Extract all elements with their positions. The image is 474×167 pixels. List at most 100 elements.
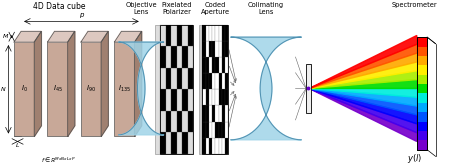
Polygon shape	[101, 31, 108, 136]
Bar	[176, 111, 182, 132]
Bar	[225, 41, 228, 57]
Bar	[47, 42, 68, 136]
Bar	[202, 57, 206, 73]
Bar	[165, 89, 171, 111]
Bar	[215, 138, 219, 154]
Bar	[160, 25, 193, 154]
Polygon shape	[14, 31, 41, 42]
Bar	[202, 25, 206, 41]
Bar	[212, 57, 215, 73]
Bar	[225, 138, 228, 154]
Bar	[199, 25, 226, 154]
Text: I$_{90}$: I$_{90}$	[86, 84, 96, 94]
Bar	[215, 105, 219, 122]
Bar	[209, 105, 212, 122]
Bar	[160, 132, 165, 154]
Bar	[182, 132, 188, 154]
Bar	[202, 73, 206, 89]
Bar	[219, 138, 222, 154]
Polygon shape	[311, 89, 417, 115]
Bar	[209, 57, 212, 73]
Bar	[176, 46, 182, 68]
Bar	[417, 140, 427, 150]
Polygon shape	[47, 31, 75, 42]
Polygon shape	[68, 31, 75, 136]
Bar	[209, 41, 212, 57]
Bar	[219, 41, 222, 57]
Text: $f \in \mathbb{R}^{MxNxLxP}$: $f \in \mathbb{R}^{MxNxLxP}$	[42, 155, 76, 165]
Bar	[188, 68, 193, 89]
Bar	[219, 25, 222, 41]
Polygon shape	[34, 31, 41, 136]
Bar	[206, 89, 209, 105]
Bar	[417, 37, 427, 47]
Text: p: p	[79, 12, 83, 18]
Text: 4D Data cube: 4D Data cube	[33, 2, 85, 11]
Bar	[155, 25, 189, 154]
Bar	[306, 64, 311, 113]
Bar	[206, 105, 209, 122]
Bar	[222, 89, 225, 105]
Bar	[182, 25, 188, 46]
Bar	[188, 132, 193, 154]
Polygon shape	[311, 71, 417, 88]
Text: Objective
Lens: Objective Lens	[126, 2, 157, 15]
Bar	[165, 111, 171, 132]
Bar	[417, 122, 427, 131]
Text: I$_0$: I$_0$	[21, 84, 27, 94]
Bar	[81, 42, 101, 136]
Bar	[206, 57, 209, 73]
Text: N: N	[1, 87, 6, 92]
Bar	[417, 84, 427, 94]
Bar	[171, 111, 176, 132]
Bar	[206, 122, 209, 138]
Bar	[225, 57, 228, 73]
Text: I$_{135}$: I$_{135}$	[118, 84, 131, 94]
Bar	[209, 89, 212, 105]
Bar	[188, 25, 193, 46]
Bar	[165, 132, 171, 154]
Bar	[212, 122, 215, 138]
Bar	[202, 138, 206, 154]
Bar	[176, 25, 182, 46]
Bar	[215, 25, 219, 41]
Bar	[225, 73, 228, 89]
Bar	[182, 46, 188, 68]
Bar	[212, 73, 215, 89]
Polygon shape	[311, 89, 417, 106]
Bar	[222, 57, 225, 73]
Bar	[171, 46, 176, 68]
Polygon shape	[81, 31, 108, 42]
Bar	[417, 37, 427, 150]
Bar	[225, 25, 228, 41]
Polygon shape	[311, 89, 417, 133]
Text: Spectrometer: Spectrometer	[392, 2, 437, 8]
Polygon shape	[231, 37, 301, 140]
Bar	[209, 25, 212, 41]
Bar	[171, 68, 176, 89]
Text: $y(l)$: $y(l)$	[407, 152, 422, 165]
Polygon shape	[311, 89, 417, 141]
Bar	[417, 131, 427, 140]
Bar	[202, 25, 228, 154]
Bar	[188, 89, 193, 111]
Bar	[417, 65, 427, 75]
Bar	[209, 73, 212, 89]
Bar	[171, 132, 176, 154]
Text: M: M	[3, 34, 8, 39]
Bar	[160, 68, 165, 89]
Bar	[209, 138, 212, 154]
Bar	[202, 41, 206, 57]
Bar	[417, 103, 427, 112]
Bar	[417, 75, 427, 84]
Bar	[176, 89, 182, 111]
Bar	[165, 46, 171, 68]
Polygon shape	[311, 89, 417, 124]
Bar	[212, 41, 215, 57]
Bar	[209, 122, 212, 138]
Bar	[182, 68, 188, 89]
Bar	[160, 25, 165, 46]
Bar	[225, 89, 228, 105]
Bar	[212, 25, 215, 41]
Bar	[222, 105, 225, 122]
